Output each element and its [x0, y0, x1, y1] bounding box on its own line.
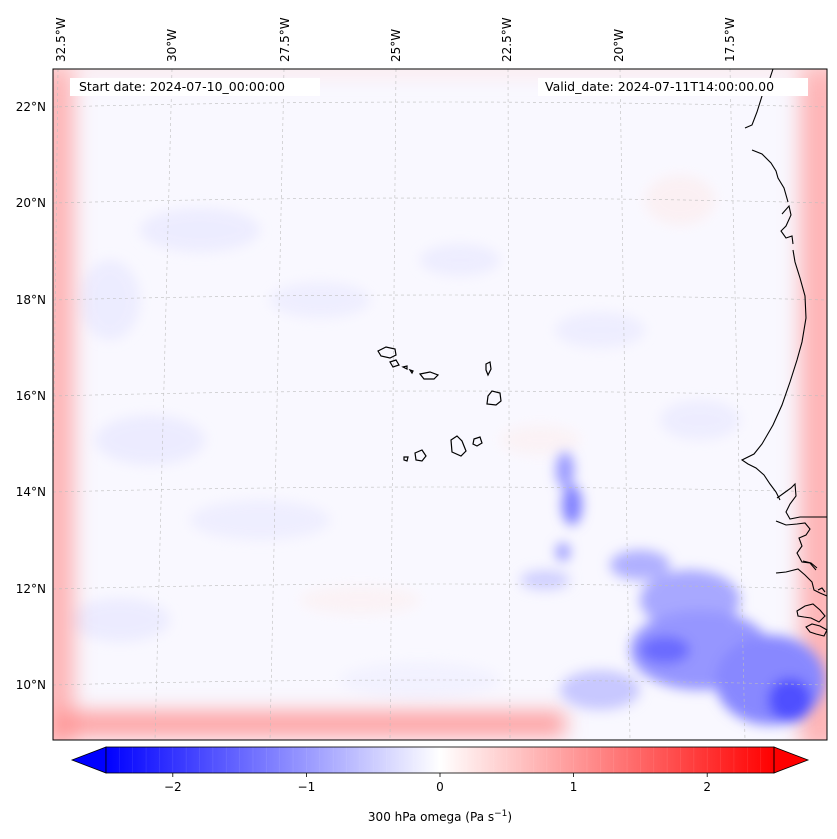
colorbar-tick-label: 1 — [570, 780, 578, 794]
run-info: Start date: 2024-07-10_00:00:00 Valid_da… — [70, 78, 808, 96]
lon-label: 32.5°W — [54, 17, 68, 62]
latitude-labels: 22°N 20°N 18°N 16°N 14°N 12°N 10°N — [16, 100, 46, 692]
lat-label: 18°N — [16, 293, 46, 307]
start-date-box — [70, 78, 320, 96]
lat-label: 12°N — [16, 582, 46, 596]
lon-label: 25°W — [389, 29, 403, 62]
colorbar-tick-label: 2 — [703, 780, 711, 794]
colorbar-bands — [119, 747, 761, 773]
lon-label: 30°W — [165, 29, 179, 62]
lat-label: 22°N — [16, 100, 46, 114]
lat-label: 10°N — [16, 678, 46, 692]
colorbar-extend-low — [70, 746, 107, 774]
lon-label: 17.5°W — [723, 17, 737, 62]
map-panel: Start date: 2024-07-10_00:00:00 Valid_da… — [52, 68, 828, 741]
map-frame — [52, 68, 828, 741]
lon-label: 20°W — [612, 29, 626, 62]
valid-date-box — [538, 78, 808, 96]
colorbar-extend-high — [773, 746, 810, 774]
lon-label: 22.5°W — [500, 17, 514, 62]
lat-label: 14°N — [16, 485, 46, 499]
colorbar-gradient — [106, 747, 774, 773]
lat-label: 16°N — [16, 389, 46, 403]
colorbar-ticks: −2 −1 0 1 2 — [164, 773, 711, 794]
graticule — [53, 69, 827, 740]
colorbar-label: 300 hPa omega (Pa s−1) — [368, 809, 512, 824]
lon-label: 27.5°W — [278, 17, 292, 62]
omega-field — [53, 69, 827, 740]
cape-verde-islands — [377, 346, 502, 462]
west-africa-coastline — [740, 68, 828, 637]
lat-label: 20°N — [16, 196, 46, 210]
valid-date-label: Valid_date: 2024-07-11T14:00:00.00 — [545, 79, 774, 94]
start-date-label: Start date: 2024-07-10_00:00:00 — [79, 79, 285, 94]
colorbar-tick-label: 0 — [436, 780, 444, 794]
longitude-labels: 32.5°W 30°W 27.5°W 25°W 22.5°W 20°W 17.5… — [54, 17, 737, 62]
colorbar-tick-label: −1 — [298, 780, 316, 794]
colorbar-tick-label: −2 — [164, 780, 182, 794]
colorbar: −2 −1 0 1 2 300 hPa omega (Pa s−1) — [70, 746, 810, 824]
